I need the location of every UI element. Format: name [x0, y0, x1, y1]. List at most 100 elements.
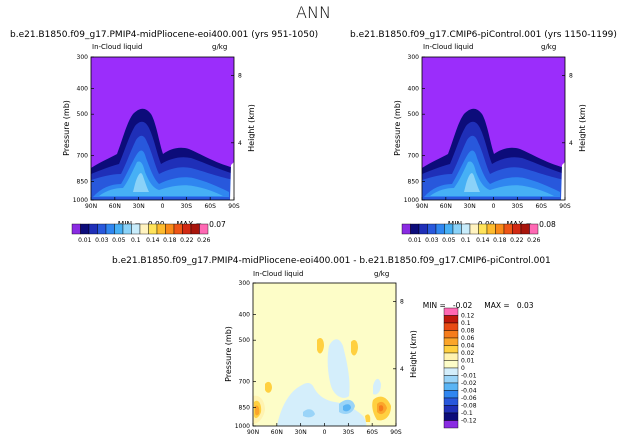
panel3-xtick-label: 60S: [366, 429, 378, 436]
panel1-colorbar-label: 0.26: [197, 237, 211, 244]
panel3-xtick-label: 30S: [343, 429, 355, 436]
panel1-max-value: 0.07: [209, 220, 226, 229]
panel3-ylabel-right: Height (km): [409, 330, 417, 378]
panel1-ytick-right-label: 8: [238, 73, 242, 80]
panel1-colorbar-box: [131, 223, 141, 235]
panel2-xtick-label: 90N: [416, 203, 428, 210]
panel1-colorbar-label: 0.1: [131, 237, 141, 244]
panel3-anomaly-neg-upper: [327, 339, 350, 398]
page-title: ANN: [296, 3, 331, 22]
panel3-anomaly-pos-trop2: [351, 340, 358, 356]
panel2-contour-level5: [430, 161, 554, 196]
panel3-max-value: 0.03: [516, 301, 534, 310]
panel1-xtick-label: 60N: [109, 203, 121, 210]
panel1-colorbar-label: 0.22: [180, 237, 194, 244]
panel1-colorbar-box: [122, 223, 132, 235]
panel2-field-label: In-Cloud liquid: [423, 43, 474, 51]
panel3-colorbar-box: [443, 375, 459, 384]
panel2-colorbar-label: 0.03: [425, 237, 439, 244]
panel3-units: g/kg: [374, 270, 390, 278]
panel1-colorbar-box: [139, 223, 149, 235]
panel3-ytick-label: 1000: [235, 423, 250, 430]
panel3-colorbar-box: [443, 330, 459, 339]
panel3-ylabel: Pressure (mb): [224, 326, 233, 382]
panel3-colorbar-label: 0.01: [461, 358, 475, 365]
panel1-units: g/kg: [212, 43, 228, 51]
panel1-ylabel: Pressure (mb): [62, 100, 71, 156]
panel2-colorbar-box: [529, 223, 539, 235]
panel2-colorbar-box: [469, 223, 479, 235]
panel2-units: g/kg: [541, 43, 557, 51]
panel1-xtick-label: 30S: [181, 203, 193, 210]
panel2-colorbar-box: [503, 223, 513, 235]
panel3-max-label: MAX =: [484, 301, 510, 310]
panel3-xtick-label: 0: [323, 429, 327, 436]
panel2-colorbar-label: 0.14: [476, 237, 490, 244]
panel3-colorbar-label: -0.04: [461, 388, 477, 395]
panel1-colorbar-label: 0.05: [112, 237, 126, 244]
panel3-anomaly-pos-south1: [365, 414, 371, 422]
panel3-colorbar-box: [443, 352, 459, 361]
panel2-colorbar-box: [435, 223, 445, 235]
panel2-colorbar-label: 0.1: [461, 237, 471, 244]
panel1-colorbar-box: [156, 223, 166, 235]
panel1-ytick-label: 400: [77, 85, 89, 92]
panel2-colorbar-box: [512, 223, 522, 235]
panel3-colorbar-box: [443, 420, 459, 429]
panel3-colorbar-label: -0.08: [461, 403, 477, 410]
panel3-colorbar-label: 0.1: [461, 320, 471, 327]
panel2-xtick-label: 90S: [559, 203, 571, 210]
panel1-colorbar-label: 0.14: [146, 237, 160, 244]
panel3-anomaly-pos-trop1: [317, 338, 324, 354]
panel2-contour-level6: [464, 173, 480, 192]
panel1-contour-level6: [133, 173, 149, 192]
panel2-colorbar-box: [461, 223, 471, 235]
panel3-colorbar-label: 0.08: [461, 328, 475, 335]
panel1-colorbar-box: [114, 223, 124, 235]
panel1-colorbar-box: [199, 223, 209, 235]
panel1-xtick-label: 60S: [204, 203, 216, 210]
panel3-colorbar-box: [443, 345, 459, 354]
panel3-ytick-right-label: 8: [400, 299, 404, 306]
panel2-colorbar-box: [410, 223, 420, 235]
panel2-ytick-right-label: 4: [569, 140, 573, 147]
panel3-ytick-label: 850: [239, 404, 251, 411]
panel2-ylabel: Pressure (mb): [393, 100, 402, 156]
panel3-field-label: In-Cloud liquid: [253, 270, 304, 278]
panel2-colorbar-label: 0.18: [493, 237, 507, 244]
panel3-colorbar-label: 0: [461, 365, 465, 372]
panel1-missing-edge: [230, 162, 234, 200]
panel3-min-label: MIN =: [422, 301, 446, 310]
panel2-colorbar-box: [444, 223, 454, 235]
panel2-colorbar-box: [427, 223, 437, 235]
panel1-colorbar-box: [88, 223, 98, 235]
panel3-colorbar-box: [443, 412, 459, 421]
panel1-xtick-label: 0: [161, 203, 165, 210]
panel1-ytick-label: 1000: [73, 197, 88, 204]
panel2-colorbar-label: 0.01: [408, 237, 422, 244]
panel1-colorbar-label: 0.03: [95, 237, 109, 244]
panel1-colorbar-box: [165, 223, 175, 235]
panel2-colorbar-box: [478, 223, 488, 235]
panel2-colorbar-box: [486, 223, 496, 235]
panel3-xtick-label: 90N: [247, 429, 259, 436]
panel2-colorbar-box: [520, 223, 530, 235]
panel2-colorbar-label: 0.05: [442, 237, 456, 244]
panel2-title: b.e21.B1850.f09_g17.CMIP6-piControl.001 …: [350, 30, 617, 40]
panel2-xtick-label: 30S: [512, 203, 524, 210]
panel3-anomaly-pos-north-up: [265, 381, 272, 393]
panel3-title: b.e21.B1850.f09_g17.PMIP4-midPliocene-eo…: [112, 256, 551, 266]
panel2-colorbar-label: 0.26: [527, 237, 541, 244]
panel3-anomaly-pos-north-core: [255, 405, 260, 416]
panel2-plot: 90N 60N 30N 0 30S 60S 90S 300 400 500 700 850 1000 8 4…: [393, 54, 586, 210]
panel2-colorbar-box: [401, 223, 411, 235]
panel3-xtick-label: 30N: [295, 429, 307, 436]
panel2-xtick-label: 0: [492, 203, 496, 210]
panel3-anomaly-neg-south: [373, 378, 381, 395]
panel3-xtick-label: 90S: [390, 429, 402, 436]
panel1-colorbar-label: 0.18: [163, 237, 177, 244]
panel1-colorbar: 0.01 0.03 0.05 0.1 0.14 0.18 0.22 0.26: [71, 223, 211, 244]
panel2-xtick-label: 30N: [464, 203, 476, 210]
panel3-colorbar-box: [443, 322, 459, 331]
panel3-colorbar-label: 0.06: [461, 335, 475, 342]
